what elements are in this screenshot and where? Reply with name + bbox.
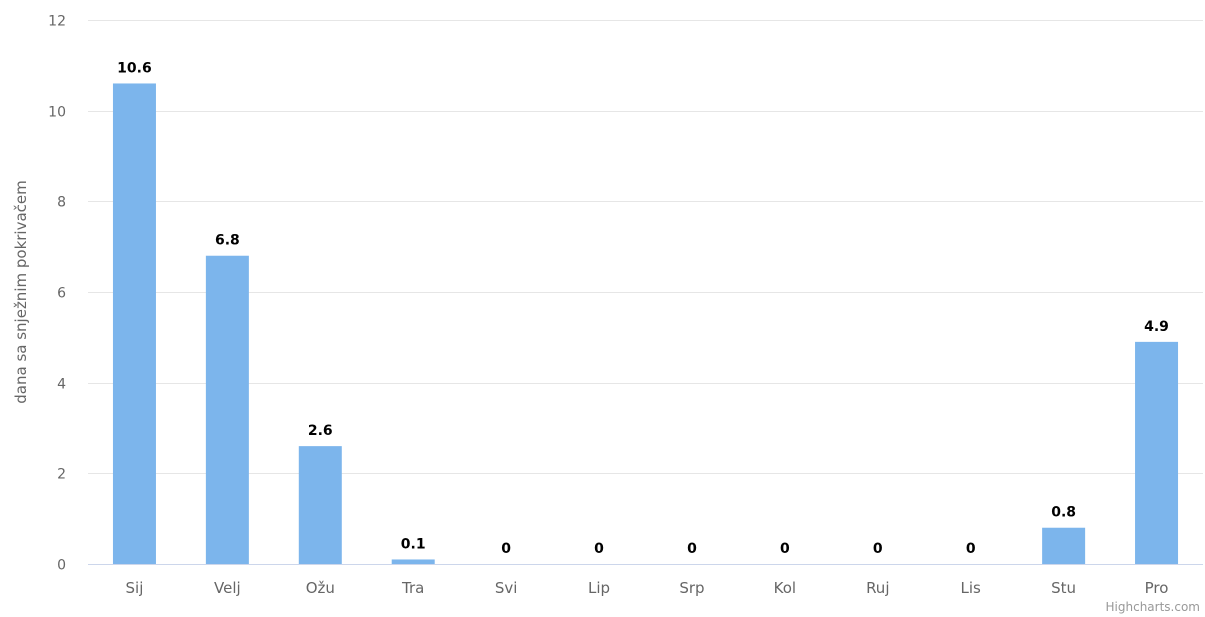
bar-pro[interactable] <box>1135 341 1179 564</box>
x-tick-label: Lip <box>588 579 610 597</box>
y-tick-label: 0 <box>57 558 66 574</box>
x-tick-label: Stu <box>1051 579 1076 597</box>
data-label: 0 <box>501 541 511 557</box>
y-axis-ticks: 0 2 4 6 8 10 12 <box>48 14 66 574</box>
bar-ožu[interactable] <box>298 446 342 564</box>
y-tick-label: 2 <box>57 467 66 483</box>
data-label: 6.8 <box>215 233 240 249</box>
x-tick-label: Tra <box>401 579 424 597</box>
x-tick-label: Pro <box>1145 579 1169 597</box>
data-labels: 10.6 6.8 2.6 0.1 0 0 0 0 0 0 0.8 4.9 <box>117 60 1169 557</box>
y-tick-label: 10 <box>48 105 66 121</box>
bar-tra[interactable] <box>391 559 435 564</box>
y-tick-label: 8 <box>57 195 66 211</box>
x-tick-label: Ožu <box>306 579 335 597</box>
x-tick-label: Lis <box>961 579 982 597</box>
credits-link[interactable]: Highcharts.com <box>1106 600 1200 614</box>
y-tick-label: 6 <box>57 286 66 302</box>
x-tick-label: Sij <box>126 579 144 597</box>
bar-velj[interactable] <box>205 255 249 564</box>
data-label: 0.8 <box>1051 505 1076 521</box>
data-label: 0.1 <box>401 536 426 552</box>
data-label: 0 <box>966 541 976 557</box>
y-tick-label: 12 <box>48 14 66 30</box>
x-tick-label: Velj <box>214 579 241 597</box>
data-label: 0 <box>780 541 790 557</box>
data-label: 4.9 <box>1144 319 1169 335</box>
y-tick-label: 4 <box>57 377 66 393</box>
y-axis-title: dana sa snježnim pokrivačem <box>12 180 30 403</box>
data-label: 0 <box>873 541 883 557</box>
x-tick-label: Ruj <box>866 579 889 597</box>
x-tick-label: Srp <box>679 579 704 597</box>
data-label: 10.6 <box>117 60 152 76</box>
data-label: 0 <box>594 541 604 557</box>
x-tick-label: Kol <box>774 579 796 597</box>
x-axis-ticks: Sij Velj Ožu Tra Svi Lip Srp Kol Ruj Lis Stu Pro <box>126 579 1169 597</box>
x-tick-label: Svi <box>495 579 518 597</box>
bar-series <box>112 83 1179 564</box>
grid-lines <box>88 20 1203 565</box>
bar-sij[interactable] <box>112 83 156 564</box>
bar-stu[interactable] <box>1042 527 1086 564</box>
data-label: 2.6 <box>308 423 333 439</box>
data-label: 0 <box>687 541 697 557</box>
